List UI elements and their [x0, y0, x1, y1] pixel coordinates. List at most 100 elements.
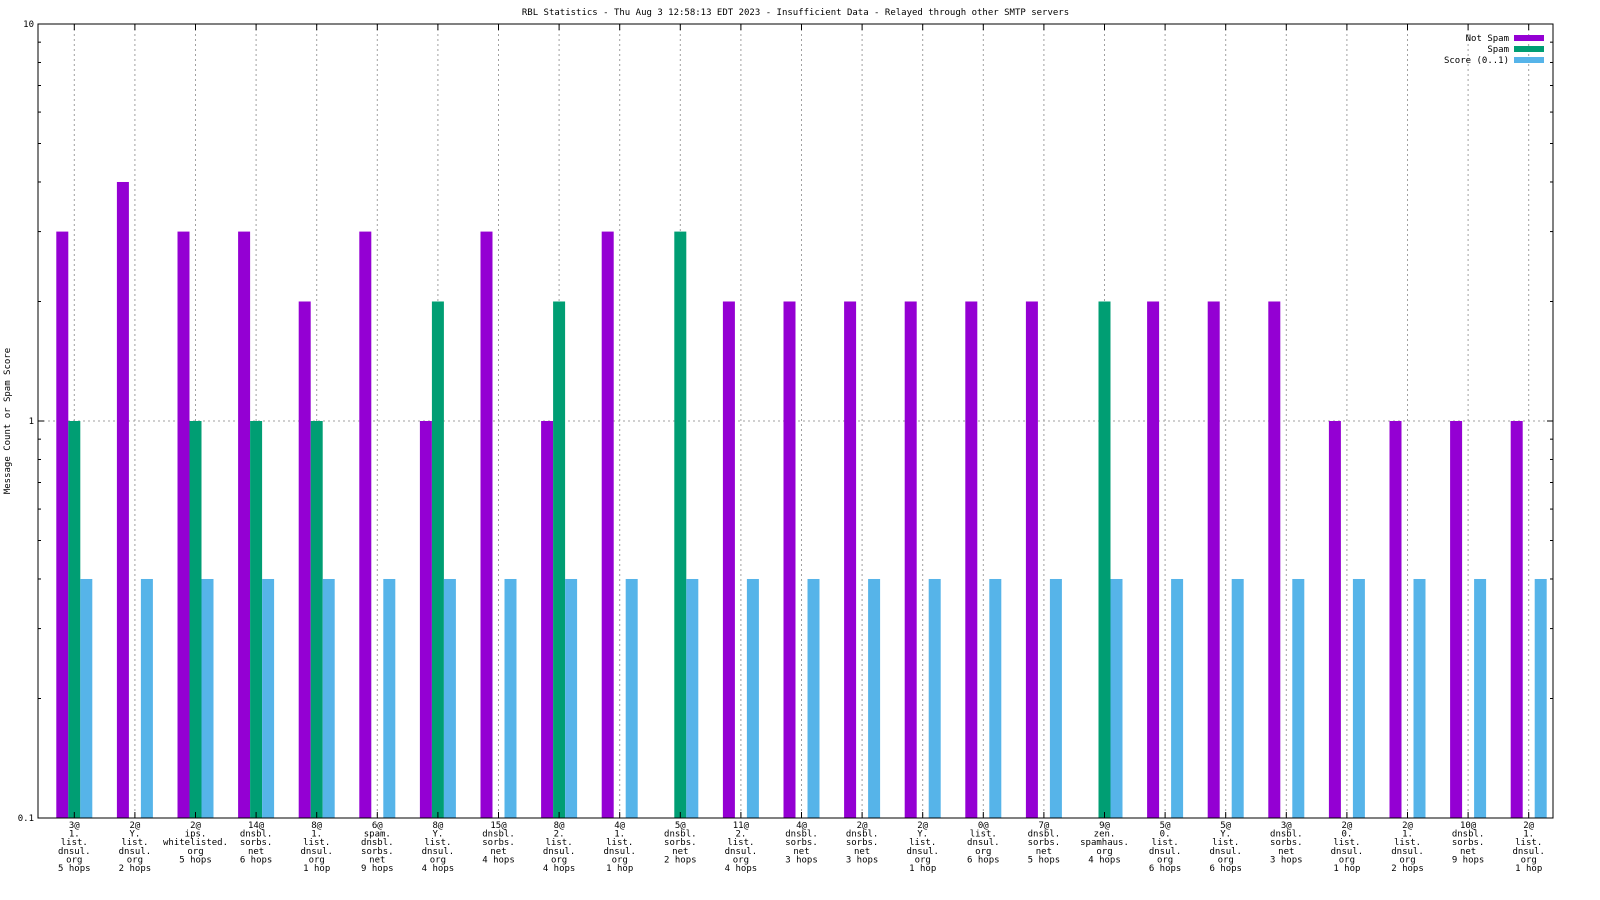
x-tick-label-line: spam.: [364, 830, 391, 840]
x-tick-label-line: Y.: [917, 830, 928, 840]
x-tick-label-line: 2 hops: [1391, 864, 1424, 874]
bar-score-0-1-: [443, 578, 456, 818]
x-tick-label: 8@ 1. list. dnsul. org 1 hop: [300, 821, 333, 874]
x-tick-label-line: org: [1399, 855, 1415, 865]
x-tick-label-line: 4 hops: [725, 864, 758, 874]
bar-spam: [68, 421, 81, 818]
bar-not-spam: [116, 181, 129, 818]
bar-score-0-1-: [201, 578, 214, 818]
x-tick-label-line: sorbs.: [361, 847, 394, 857]
x-tick-label-line: net: [1460, 847, 1476, 857]
x-tick-label-line: Y.: [1220, 830, 1231, 840]
x-tick-label-line: dnsul.: [1331, 847, 1364, 857]
x-tick-label-line: list.: [1333, 838, 1360, 848]
x-tick-label-line: 5@: [1220, 821, 1231, 831]
bar-score-0-1-: [868, 578, 881, 818]
x-tick-label-line: 3@: [69, 821, 80, 831]
x-tick-label-line: dnsul.: [725, 847, 758, 857]
x-tick-label-line: 3 hops: [846, 855, 879, 865]
x-tick-label: 2@ 1. list. dnsul. org 2 hops: [1391, 821, 1424, 874]
x-tick-label-line: sorbs.: [1028, 838, 1061, 848]
legend-label: Not Spam: [1466, 34, 1509, 44]
x-tick-label-line: dnsul.: [1149, 847, 1182, 857]
x-tick-label-line: net: [490, 847, 506, 857]
x-tick-label: 15@ dnsbl. sorbs. net 4 hops: [482, 821, 515, 865]
x-tick-label-line: list.: [303, 838, 330, 848]
y-axis-label: Message Count or Spam Score: [3, 348, 13, 494]
bar-score-0-1-: [928, 578, 941, 818]
x-tick-label-line: sorbs.: [240, 838, 273, 848]
x-tick-label: 2@ Y. list. dnsul. org 1 hop: [906, 821, 939, 874]
x-tick-label-line: net: [854, 847, 870, 857]
x-tick-label: 2@ ips. whitelisted. org 5 hops: [163, 821, 228, 865]
x-tick-label-line: 5 hops: [1028, 855, 1061, 865]
x-tick-label-line: net: [369, 855, 385, 865]
bar-score-0-1-: [1292, 578, 1305, 818]
x-tick-label-line: 1 hop: [303, 864, 330, 874]
x-tick-label-line: list.: [61, 838, 88, 848]
x-tick-label-line: 1.: [311, 830, 322, 840]
x-tick-label-line: 6 hops: [240, 855, 273, 865]
x-tick-label-line: org: [309, 855, 325, 865]
x-tick-label-line: org: [430, 855, 446, 865]
x-tick-label-line: 10@: [1460, 821, 1477, 831]
x-tick-label-line: 4 hops: [1088, 855, 1121, 865]
x-tick-label: 9@ zen. spamhaus. org 4 hops: [1080, 821, 1129, 865]
x-tick-label-line: 2@: [917, 821, 928, 831]
x-tick-label-line: list.: [424, 838, 451, 848]
x-tick-label-line: list.: [727, 838, 754, 848]
x-tick-label-line: org: [1218, 855, 1234, 865]
x-tick-label-line: dnsul.: [1391, 847, 1424, 857]
x-tick-label-line: dnsul.: [1209, 847, 1242, 857]
x-tick-label-line: 2@: [1402, 821, 1413, 831]
x-tick-label-line: org: [66, 855, 82, 865]
bar-score-0-1-: [322, 578, 335, 818]
x-tick-label-line: 3 hops: [1270, 855, 1303, 865]
x-tick-label-line: 5 hops: [179, 855, 212, 865]
bar-score-0-1-: [1534, 578, 1547, 818]
bar-not-spam: [722, 301, 735, 818]
x-tick-label-line: 9@: [1099, 821, 1110, 831]
x-tick-label-line: dnsul.: [967, 838, 1000, 848]
x-tick-label-line: 2 hops: [119, 864, 152, 874]
bar-spam: [250, 421, 263, 818]
x-tick-label: 7@ dnsbl. sorbs. net 5 hops: [1028, 821, 1061, 865]
bar-not-spam: [1147, 301, 1160, 818]
x-tick-label-line: sorbs.: [785, 838, 818, 848]
x-tick-label: 2@ 1. list. dnsul. org 1 hop: [1512, 821, 1545, 874]
x-tick-label: 8@ Y. list. dnsul. org 4 hops: [422, 821, 455, 874]
x-tick-label-line: 14@: [248, 821, 265, 831]
x-tick-label-line: net: [1278, 847, 1294, 857]
bar-score-0-1-: [565, 578, 578, 818]
x-tick-label-line: org: [1339, 855, 1355, 865]
x-tick-label-line: 1.: [614, 830, 625, 840]
x-tick-label-line: dnsul.: [906, 847, 939, 857]
x-tick-label-line: 5@: [675, 821, 686, 831]
x-tick-label-line: 1.: [1402, 830, 1413, 840]
x-tick-label-line: org: [127, 855, 143, 865]
x-tick-label-line: sorbs.: [482, 838, 515, 848]
bar-spam: [674, 231, 687, 818]
x-tick-label-line: net: [672, 847, 688, 857]
bar-not-spam: [965, 301, 978, 818]
x-tick-label-line: org: [187, 847, 203, 857]
x-tick-label-line: 7@: [1038, 821, 1049, 831]
bar-not-spam: [1450, 421, 1463, 818]
y-tick-label: 0.1: [18, 814, 34, 824]
x-tick-label: 5@ 0. list. dnsul. org 6 hops: [1149, 821, 1182, 874]
bar-score-0-1-: [686, 578, 699, 818]
bar-score-0-1-: [1049, 578, 1062, 818]
bar-score-0-1-: [746, 578, 759, 818]
x-tick-label-line: list.: [1515, 838, 1542, 848]
x-tick-label-line: 2@: [1523, 821, 1534, 831]
y-tick-label: 10: [23, 20, 34, 30]
x-tick-label-line: dnsul.: [1512, 847, 1545, 857]
legend-swatch: [1514, 57, 1544, 63]
x-tick-label-line: dnsul.: [58, 847, 91, 857]
x-tick-label-line: 0.: [1341, 830, 1352, 840]
x-tick-label-line: 3 hops: [785, 855, 818, 865]
bar-not-spam: [480, 231, 493, 818]
bar-score-0-1-: [383, 578, 396, 818]
x-tick-label-line: 4 hops: [482, 855, 515, 865]
x-tick-label-line: 1.: [69, 830, 80, 840]
